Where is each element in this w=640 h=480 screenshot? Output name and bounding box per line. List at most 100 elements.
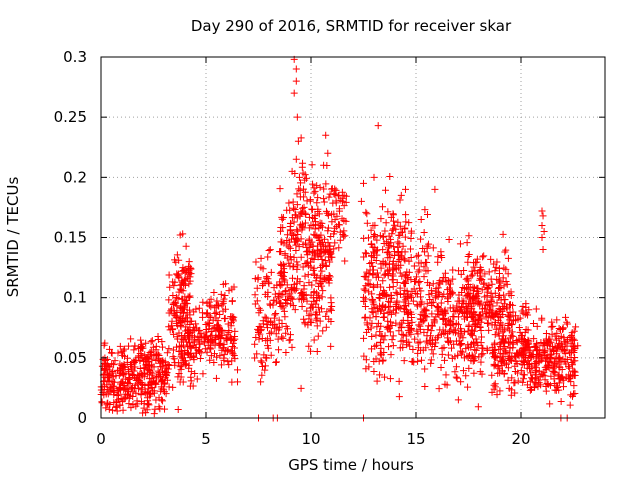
y-tick-label: 0.3 — [63, 48, 87, 66]
data-point — [562, 313, 570, 321]
data-point — [219, 299, 227, 307]
data-point — [508, 328, 516, 336]
data-point — [163, 349, 171, 357]
data-point — [298, 163, 306, 171]
data-point — [228, 357, 236, 365]
data-point — [186, 292, 194, 300]
data-point — [279, 214, 287, 222]
data-point — [178, 349, 186, 357]
data-point — [360, 179, 367, 187]
data-point — [421, 312, 429, 320]
data-point — [305, 342, 313, 350]
data-point — [330, 245, 338, 253]
data-point — [152, 357, 160, 365]
data-point — [376, 349, 384, 357]
data-point — [330, 190, 338, 198]
data-point — [526, 346, 534, 354]
data-point — [475, 317, 483, 325]
data-point — [257, 357, 265, 365]
data-point — [424, 252, 432, 260]
data-point — [463, 274, 471, 282]
data-point — [127, 365, 135, 373]
data-point — [104, 377, 112, 385]
data-point — [266, 300, 274, 308]
data-point — [154, 350, 162, 358]
data-point — [314, 207, 322, 215]
data-point — [199, 370, 207, 378]
data-point — [487, 255, 495, 263]
data-point — [114, 390, 122, 398]
data-point — [484, 319, 492, 327]
data-point — [380, 336, 388, 344]
data-point — [189, 382, 197, 390]
data-point — [326, 273, 334, 281]
data-point — [417, 293, 425, 301]
data-point — [522, 326, 530, 334]
data-point — [118, 378, 126, 386]
data-point — [471, 346, 479, 354]
data-point — [154, 367, 162, 375]
data-point — [385, 343, 393, 351]
data-point — [527, 353, 535, 361]
data-point — [161, 379, 169, 387]
data-point — [402, 218, 410, 226]
data-point — [310, 214, 318, 222]
data-point — [401, 286, 409, 294]
data-point — [180, 317, 188, 325]
data-point — [474, 315, 482, 323]
data-point — [508, 386, 516, 394]
data-point — [492, 325, 500, 333]
data-point — [333, 223, 341, 231]
y-axis-label: SRMTID / TECUs — [4, 177, 22, 298]
data-point — [110, 378, 118, 386]
data-point — [285, 199, 293, 207]
data-point — [102, 404, 110, 412]
data-point — [419, 308, 427, 316]
data-point — [169, 325, 177, 333]
data-point — [483, 292, 491, 300]
data-point — [421, 206, 429, 214]
data-point — [474, 403, 482, 411]
data-point — [429, 350, 437, 358]
data-point — [177, 365, 185, 373]
data-point — [116, 342, 124, 350]
data-point — [538, 314, 546, 322]
data-point — [430, 316, 438, 324]
data-point — [127, 335, 135, 343]
data-point — [283, 206, 291, 214]
data-point — [427, 327, 435, 335]
data-point — [182, 323, 190, 331]
data-point — [514, 350, 522, 358]
data-point — [450, 313, 458, 321]
data-point — [172, 258, 180, 266]
data-point — [470, 357, 478, 365]
data-point — [480, 279, 488, 287]
data-point — [301, 171, 309, 179]
data-point — [272, 330, 280, 338]
data-point — [133, 374, 141, 382]
data-point — [265, 280, 273, 288]
data-point — [563, 320, 571, 328]
data-point — [303, 297, 311, 305]
data-point — [384, 208, 392, 216]
data-point — [479, 350, 487, 358]
data-point — [396, 291, 404, 299]
data-point — [182, 296, 190, 304]
data-point — [256, 306, 264, 314]
data-point — [427, 287, 435, 295]
data-point — [318, 223, 326, 231]
data-point — [302, 174, 310, 182]
data-point — [368, 296, 376, 304]
data-point — [480, 280, 488, 288]
data-point — [319, 327, 327, 335]
y-tick-label: 0.1 — [63, 289, 87, 307]
data-point — [204, 319, 212, 327]
data-point — [502, 360, 510, 368]
data-point — [279, 334, 287, 342]
data-point — [224, 320, 232, 328]
data-point — [488, 280, 496, 288]
data-point — [312, 277, 320, 285]
data-point — [492, 263, 500, 271]
data-point — [408, 293, 416, 301]
